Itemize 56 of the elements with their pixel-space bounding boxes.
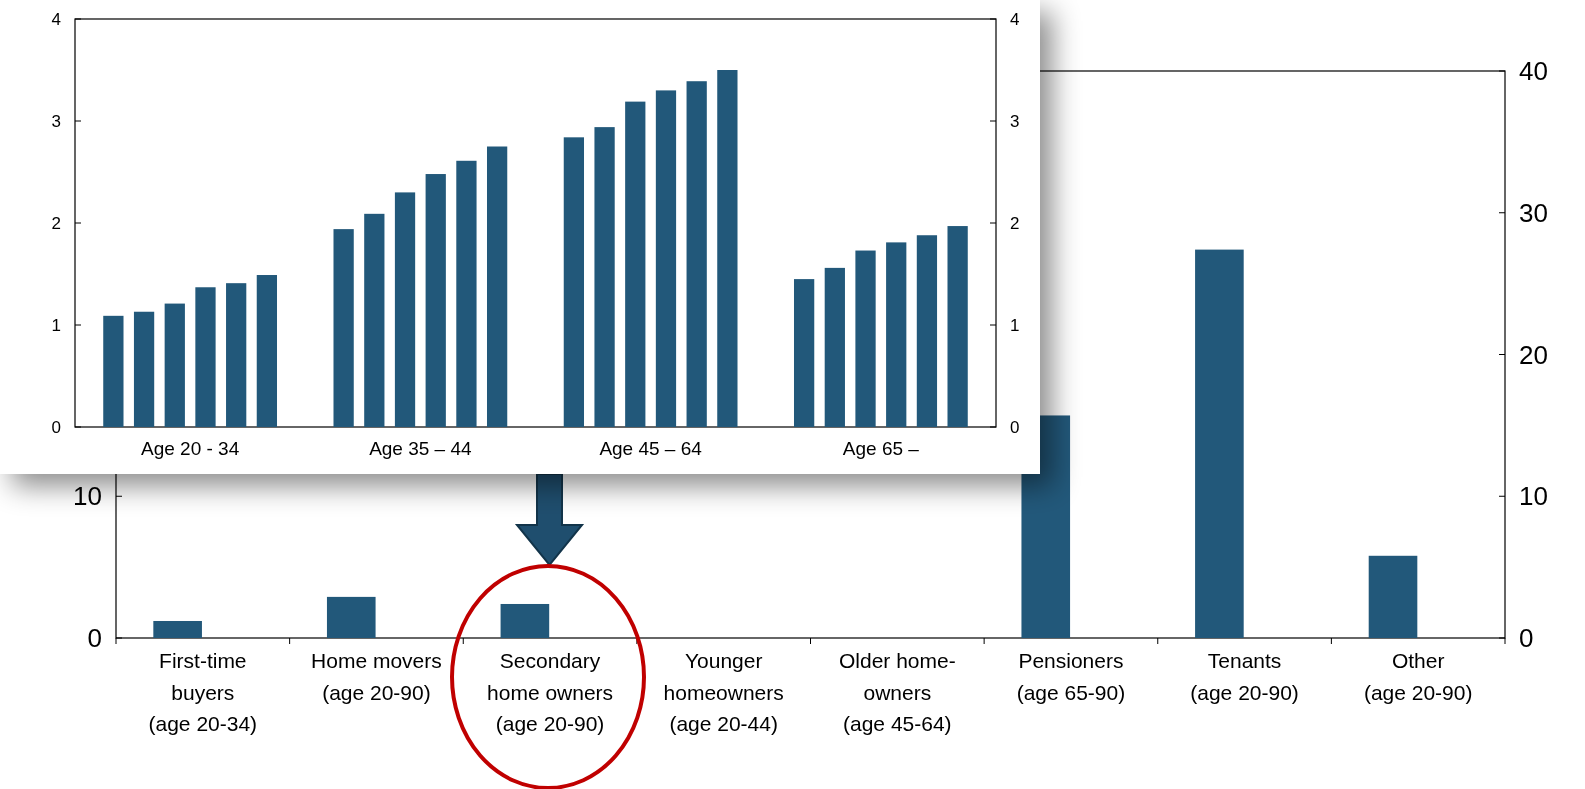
bar xyxy=(364,213,385,427)
bar xyxy=(916,235,938,427)
y-tick-label: 1 xyxy=(51,315,61,335)
x-tick-label: Pensioners (age 65-90) xyxy=(1016,649,1126,704)
bar xyxy=(394,192,416,427)
y2-tick-label: 0 xyxy=(1519,623,1534,653)
bar xyxy=(103,315,124,427)
x-tick-label: Home movers (age 20-90) xyxy=(311,649,442,704)
bar xyxy=(326,596,376,638)
bar xyxy=(226,283,247,427)
x-tick-label: Age 45 – 64 xyxy=(599,438,703,459)
y2-tick-label: 0 xyxy=(1010,417,1020,437)
bar xyxy=(425,174,446,427)
x-tick-label: Other (age 20-90) xyxy=(1363,649,1473,704)
x-tick-label: Age 65 – xyxy=(842,438,920,459)
y-tick-label: 0 xyxy=(51,417,61,437)
x-tick-label: Secondary home owners (age 20-90) xyxy=(487,649,614,735)
bar xyxy=(824,267,845,427)
bar xyxy=(947,226,968,427)
y2-tick-label: 30 xyxy=(1519,197,1548,228)
bar xyxy=(133,311,155,427)
y2-tick-label: 10 xyxy=(1519,481,1548,512)
bar xyxy=(500,603,550,638)
bar xyxy=(886,242,907,427)
y2-tick-label: 20 xyxy=(1519,339,1548,370)
bar xyxy=(594,127,615,427)
y-tick-label: 2 xyxy=(51,213,61,233)
y2-tick-label: 1 xyxy=(1010,315,1020,335)
x-tick-label: Younger homeowners (age 20-44) xyxy=(663,649,784,735)
x-tick-label: Age 20 - 34 xyxy=(141,438,240,459)
y2-tick-label: 4 xyxy=(1010,9,1020,29)
bar xyxy=(333,229,354,427)
x-tick-label: Older home- owners (age 45-64) xyxy=(838,649,956,735)
x-tick-label: Age 35 – 44 xyxy=(369,438,473,459)
bar xyxy=(563,137,585,427)
bar xyxy=(793,279,815,427)
x-tick-label: Tenants (age 20-90) xyxy=(1190,649,1299,704)
bar xyxy=(655,90,677,427)
bar xyxy=(717,70,738,427)
bar xyxy=(153,620,202,638)
bar xyxy=(1368,555,1418,638)
bar xyxy=(195,287,216,427)
bar xyxy=(456,160,477,427)
bar xyxy=(1195,249,1244,638)
y2-tick-label: 40 xyxy=(1519,56,1548,86)
bar xyxy=(486,146,508,427)
y2-tick-label: 3 xyxy=(1010,111,1020,131)
bar xyxy=(686,81,707,427)
y2-tick-label: 2 xyxy=(1010,213,1020,233)
y-tick-label: 3 xyxy=(51,111,61,131)
bar xyxy=(164,303,185,427)
bar xyxy=(256,275,278,427)
x-tick-label: First-time buyers (age 20-34) xyxy=(148,649,258,735)
bar xyxy=(625,101,646,427)
bar xyxy=(855,250,876,427)
y-tick-label: 4 xyxy=(51,9,61,29)
